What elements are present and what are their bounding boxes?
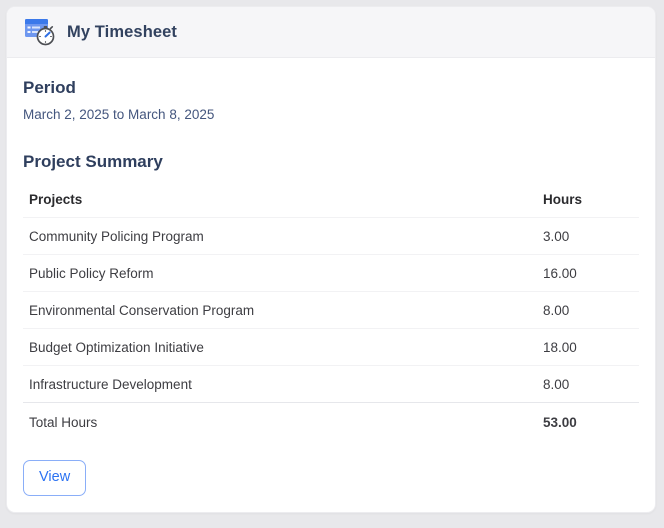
total-row: Total Hours 53.00 <box>23 402 639 440</box>
period-range: March 2, 2025 to March 8, 2025 <box>23 107 215 122</box>
timesheet-stopwatch-icon <box>23 15 57 49</box>
page-title: My Timesheet <box>67 22 178 41</box>
project-hours: 16.00 <box>537 254 639 292</box>
project-name: Environmental Conservation Program <box>23 291 537 329</box>
total-hours-label: Total Hours <box>23 402 537 440</box>
table-row: Budget Optimization Initiative 18.00 <box>23 328 639 366</box>
table-row: Environmental Conservation Program 8.00 <box>23 291 639 329</box>
period-heading: Period <box>23 78 76 97</box>
view-button[interactable]: View <box>23 460 87 497</box>
timesheet-card: My Timesheet Period March 2, 2025 to Mar… <box>6 6 656 513</box>
project-hours: 8.00 <box>543 377 570 392</box>
project-hours: 3.00 <box>537 217 639 255</box>
card-header: My Timesheet <box>7 7 655 58</box>
hours-column-header: Hours <box>537 181 639 218</box>
project-hours: 8.00 <box>537 291 639 329</box>
table-header-row: Projects Hours <box>23 181 639 218</box>
table-row: Infrastructure Development 8.00 <box>23 366 639 403</box>
projects-column-header: Projects <box>23 181 537 218</box>
project-summary-table: Projects Hours Community Policing Progra… <box>23 181 639 440</box>
table-row: Community Policing Program 3.00 <box>23 217 639 255</box>
total-hours-value: 53.00 <box>537 402 639 440</box>
project-name: Public Policy Reform <box>23 254 537 292</box>
project-hours: 18.00 <box>537 328 639 366</box>
table-row: Public Policy Reform 16.00 <box>23 254 639 292</box>
project-summary-heading: Project Summary <box>23 152 163 171</box>
card-body: Period March 2, 2025 to March 8, 2025 Pr… <box>7 58 655 497</box>
project-name: Community Policing Program <box>23 217 537 255</box>
project-name: Infrastructure Development <box>29 377 192 392</box>
project-name: Budget Optimization Initiative <box>23 328 537 366</box>
